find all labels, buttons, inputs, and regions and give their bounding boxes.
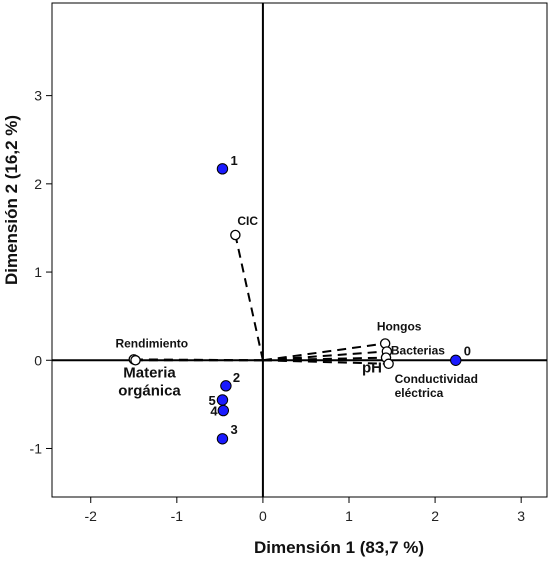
variable-vectors	[133, 234, 389, 365]
variable-point	[383, 358, 394, 370]
variable-label-line: eléctrica	[395, 386, 444, 400]
x-tick-label: 2	[431, 508, 439, 524]
y-tick-label: -1	[30, 440, 43, 456]
observation-point	[216, 433, 229, 445]
y-tick-label: 3	[34, 88, 42, 104]
x-tick-label: -1	[171, 508, 184, 524]
observation-label: 1	[230, 153, 237, 168]
variable-label: pH	[362, 360, 382, 377]
observation-point	[220, 380, 232, 392]
variable-vector	[262, 356, 387, 362]
variable-label-line: Materia	[123, 364, 176, 381]
variable-label: Conductividad eléctrica	[395, 372, 478, 400]
chart-marks	[128, 163, 462, 445]
observation-label: 0	[464, 343, 471, 358]
observation-label: 3	[230, 422, 237, 437]
variable-label: Rendimiento	[115, 336, 188, 350]
observation-point	[217, 404, 230, 417]
observation-point	[450, 354, 462, 366]
variable-label-line: Conductividad	[395, 372, 478, 386]
point-labels: CIC Rendimiento Materia orgánica Hongos Bacte…	[115, 153, 477, 437]
observation-point	[216, 163, 229, 175]
y-tick-label: 1	[34, 264, 42, 280]
axis-ticks: -2 -1 0 1 2 3 -1 0 1 2 3	[30, 88, 526, 524]
variable-label: Hongos	[377, 320, 422, 334]
variable-label: CIC	[237, 214, 258, 228]
x-tick-label: 1	[345, 508, 353, 524]
variable-label-line: orgánica	[118, 382, 181, 399]
plot-frame	[51, 2, 548, 498]
observation-label: 2	[233, 370, 240, 385]
variable-point	[230, 229, 241, 241]
y-tick-label: 0	[34, 352, 42, 368]
observation-label: 4	[210, 404, 218, 419]
variable-label: Bacterias	[391, 343, 445, 357]
variable-point	[130, 355, 141, 366]
variable-label: Materia orgánica	[118, 364, 181, 399]
variable-vector	[262, 342, 386, 362]
x-axis-title: Dimensión 1 (83,7 %)	[254, 538, 424, 557]
x-tick-label: 0	[259, 508, 267, 524]
variable-vector	[262, 350, 387, 362]
variable-vector	[262, 359, 389, 365]
variable-vector	[234, 234, 264, 361]
observation-label: 5	[208, 393, 215, 408]
observation-point	[216, 394, 229, 406]
y-tick-label: 2	[34, 176, 42, 192]
y-axis-title: Dimensión 2 (16,2 %)	[2, 115, 21, 285]
x-tick-label: 3	[517, 508, 525, 524]
x-tick-label: -2	[85, 508, 98, 524]
